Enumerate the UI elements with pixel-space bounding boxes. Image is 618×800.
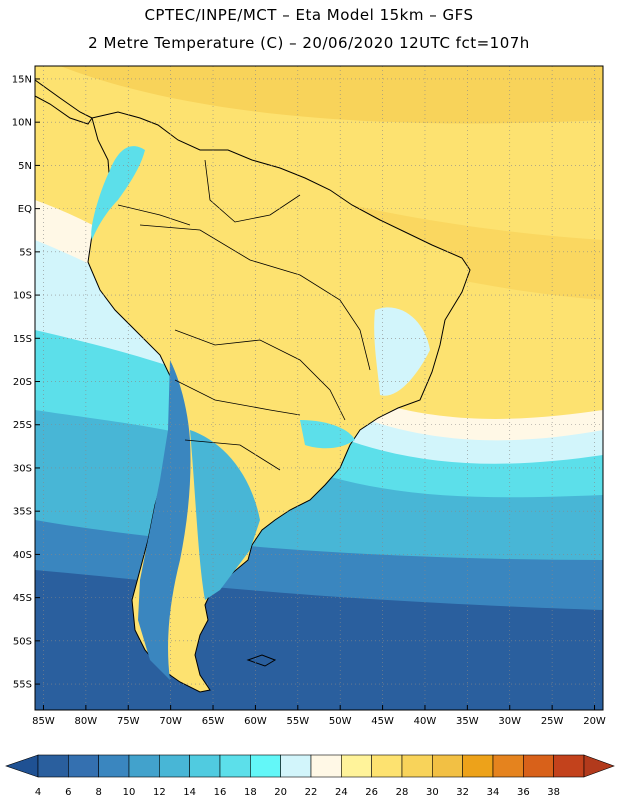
lat-label-9: 30S: [13, 463, 32, 474]
colorbar-swatch-16: [523, 754, 554, 778]
lon-label-10: 35W: [456, 716, 479, 727]
colorbar-swatch-4: [159, 754, 190, 778]
colorbar-swatch-10: [341, 754, 372, 778]
southeast-brazil-cool: [374, 307, 430, 396]
colorbar-swatch-1: [68, 754, 99, 778]
colorbar-label-0: 4: [35, 787, 41, 798]
lat-label-13: 50S: [13, 636, 32, 647]
patagonia-cool: [190, 430, 260, 600]
colorbar-over-arrow: [583, 754, 615, 778]
colorbar-label-7: 18: [244, 787, 257, 798]
lon-label-6: 55W: [286, 716, 309, 727]
colorbar-label-13: 30: [426, 787, 439, 798]
colorbar-swatch-13: [432, 754, 463, 778]
colorbar-swatch-14: [462, 754, 494, 778]
colorbar-label-14: 32: [456, 787, 469, 798]
lon-label-9: 40W: [414, 716, 437, 727]
colorbar: 4 6 8 10 12 14 16 18 20 22 24 26 28 30 32 34 36 38: [5, 754, 615, 798]
colorbar-label-2: 8: [95, 787, 101, 798]
colorbar-label-4: 12: [153, 787, 166, 798]
lat-label-0: 15N: [12, 74, 32, 85]
south-brazil-cool: [300, 420, 355, 449]
colorbar-label-16: 36: [517, 787, 530, 798]
lon-label-4: 65W: [202, 716, 225, 727]
falkland-islands: [246, 654, 277, 667]
map-title: CPTEC/INPE/MCT – Eta Model 15km – GFS: [144, 6, 474, 24]
map-subtitle: 2 Metre Temperature (C) – 20/06/2020 12U…: [88, 34, 530, 52]
lon-label-12: 25W: [541, 716, 564, 727]
lat-label-11: 40S: [13, 550, 32, 561]
lon-label-7: 50W: [329, 716, 352, 727]
colorbar-label-12: 28: [396, 787, 409, 798]
lat-label-2: 5N: [18, 161, 32, 172]
lat-label-8: 25S: [13, 420, 32, 431]
colorbar-label-1: 6: [65, 787, 71, 798]
andes-south-cold: [138, 360, 191, 680]
lat-label-4: 5S: [19, 247, 32, 258]
colorbar-swatch-6: [219, 754, 251, 778]
longitude-labels: 85W 80W 75W 70W 65W 60W 55W 50W 45W 40W 35W 30W 25W 2…: [32, 705, 606, 727]
colorbar-label-9: 22: [305, 787, 318, 798]
lon-label-0: 85W: [32, 716, 55, 727]
andes-north-cold: [91, 146, 145, 240]
lon-label-5: 60W: [244, 716, 267, 727]
lat-label-7: 20S: [13, 377, 32, 388]
colorbar-swatch-12: [401, 754, 433, 778]
colorbar-swatch-3: [128, 754, 160, 778]
colorbar-swatch-0: [37, 754, 69, 778]
lon-label-3: 70W: [159, 716, 182, 727]
colorbar-swatch-5: [189, 754, 221, 778]
colorbar-swatch-8: [280, 754, 312, 778]
lon-label-11: 30W: [498, 716, 521, 727]
lon-label-8: 45W: [371, 716, 394, 727]
field-band-28: [60, 66, 603, 124]
lon-label-1: 80W: [75, 716, 98, 727]
lat-label-5: 10S: [13, 291, 32, 302]
colorbar-swatch-9: [310, 754, 342, 778]
lat-label-3: EQ: [18, 204, 32, 215]
lat-label-10: 35S: [13, 507, 32, 518]
colorbar-label-5: 14: [183, 787, 196, 798]
colorbar-label-3: 10: [123, 787, 136, 798]
map-field: [35, 66, 603, 710]
colorbar-swatch-17: [553, 754, 585, 778]
latitude-labels: 15N 10N 5N EQ 5S 10S 15S 20S 25S 30S 35S 40S 45S 50S 5…: [12, 74, 40, 691]
lon-label-2: 75W: [117, 716, 140, 727]
lat-label-12: 45S: [13, 593, 32, 604]
colorbar-label-8: 20: [274, 787, 287, 798]
lat-label-6: 15S: [13, 334, 32, 345]
colorbar-swatch-2: [98, 754, 130, 778]
lat-label-1: 10N: [12, 118, 32, 129]
colorbar-swatch-11: [371, 754, 403, 778]
colorbar-label-10: 24: [335, 787, 348, 798]
lon-label-13: 20W: [583, 716, 606, 727]
colorbar-label-15: 34: [487, 787, 500, 798]
colorbar-label-11: 26: [365, 787, 378, 798]
colorbar-swatch-7: [250, 754, 281, 778]
central-america-land: [35, 79, 93, 125]
colorbar-under-arrow: [5, 754, 39, 778]
lat-label-14: 55S: [13, 680, 32, 691]
map-frame: [34, 65, 604, 711]
colorbar-label-6: 16: [214, 787, 227, 798]
map-grid: [35, 66, 603, 710]
colorbar-label-17: 38: [547, 787, 560, 798]
colorbar-swatch-15: [492, 754, 524, 778]
